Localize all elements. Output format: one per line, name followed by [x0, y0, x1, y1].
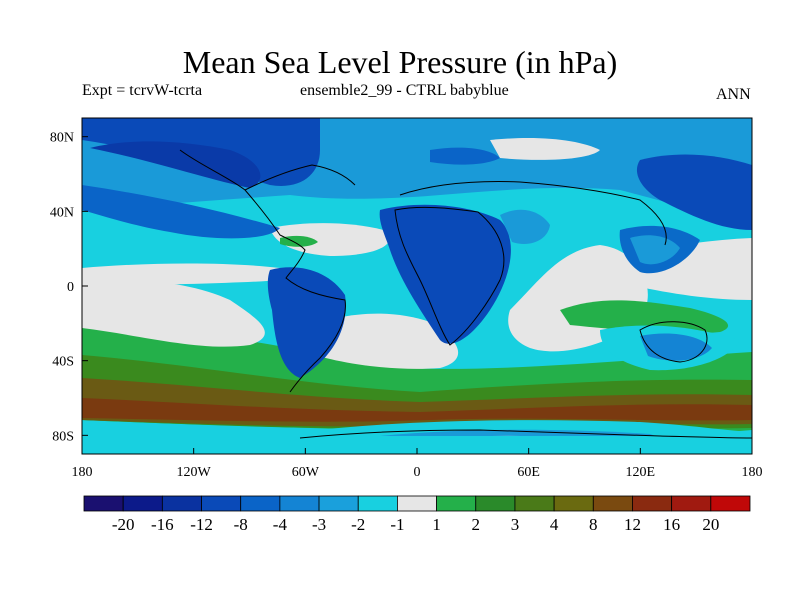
lon-tick-label: 180	[72, 465, 93, 480]
longitude-ticks: 180 120W 60W 0 60E 120E 180	[72, 448, 763, 480]
colorbar-swatch	[514, 495, 555, 512]
coast-africa	[394, 206, 505, 346]
colorbar-label: 20	[702, 515, 719, 534]
colorbar-swatch	[671, 495, 712, 512]
field-atlantic-grey	[270, 223, 391, 256]
coast-australia	[639, 321, 708, 363]
coast-antarctica	[299, 429, 752, 439]
colorbar-label: -1	[390, 515, 404, 534]
field-arabia-low	[500, 209, 550, 245]
colorbar-label: 8	[589, 515, 598, 534]
colorbar-swatch	[83, 495, 124, 512]
colorbar-swatch	[632, 495, 673, 512]
colorbar-label: 4	[550, 515, 559, 534]
colorbar-swatch	[122, 495, 163, 512]
field-atlantic-green	[280, 235, 318, 247]
colorbar-swatch	[553, 495, 594, 512]
field-indian-green	[560, 300, 729, 334]
coast-eurasia	[399, 181, 667, 246]
colorbar-swatch	[475, 495, 516, 512]
field-tropical-grey	[82, 263, 282, 288]
experiment-label: Expt = tcrvW-tcrta	[82, 82, 203, 99]
field-north-atlantic-blue	[430, 147, 500, 165]
field-north-pacific-mid	[82, 185, 280, 239]
colorbar: -20 -16 -12 -8 -4 -3 -2 -1 1 2 3 4 8 12 16 20	[83, 495, 751, 534]
lat-tick-label: 40S	[52, 355, 74, 370]
colorbar-label: -8	[234, 515, 248, 534]
field-kuroshio-dark	[636, 154, 752, 230]
colorbar-label: -16	[151, 515, 174, 534]
field-southern-brown	[82, 398, 752, 422]
colorbar-label: -2	[351, 515, 365, 534]
colorbar-swatch	[318, 495, 359, 512]
lon-tick-label: 60E	[517, 465, 540, 480]
coast-americas	[179, 149, 346, 393]
lon-tick-label: 0	[414, 465, 421, 480]
field-siberia-grey	[490, 138, 600, 160]
coast-north-america-east	[244, 164, 356, 191]
colorbar-label: -4	[273, 515, 288, 534]
colorbar-label: 2	[472, 515, 481, 534]
field-north-pacific-darker	[90, 141, 261, 188]
ensemble-label: ensemble2_99 - CTRL babyblue	[300, 82, 509, 99]
map-title: Mean Sea Level Pressure (in hPa)	[182, 44, 618, 80]
colorbar-swatch	[710, 495, 751, 512]
pressure-field	[82, 118, 752, 454]
field-polar-strip	[82, 436, 752, 454]
latitude-ticks: 80N 40N 0 40S 80S	[50, 131, 88, 444]
field-africa-low	[379, 204, 511, 344]
field-australia-blue	[640, 333, 712, 361]
colorbar-swatch	[201, 495, 242, 512]
lat-tick-label: 40N	[50, 205, 74, 220]
colorbar-swatch	[279, 495, 320, 512]
colorbar-label: 16	[663, 515, 680, 534]
coastlines	[179, 149, 752, 439]
colorbar-label: 12	[624, 515, 641, 534]
colorbar-swatch	[240, 495, 281, 512]
colorbar-label: -3	[312, 515, 326, 534]
colorbar-label: 1	[432, 515, 441, 534]
lat-tick-label: 0	[67, 280, 74, 295]
colorbar-swatch	[436, 495, 477, 512]
season-label: ANN	[716, 86, 751, 103]
colorbar-swatch	[161, 495, 202, 512]
lat-tick-label: 80S	[52, 429, 74, 444]
lat-tick-label: 80N	[50, 131, 74, 146]
colorbar-swatch	[357, 495, 398, 512]
field-maritime-lightblue	[630, 235, 680, 265]
lon-tick-label: 180	[742, 465, 763, 480]
lon-tick-label: 120E	[626, 465, 656, 480]
field-south-pacific-grey	[82, 280, 265, 347]
colorbar-label: -12	[190, 515, 213, 534]
lon-tick-label: 120W	[177, 465, 212, 480]
colorbar-swatch	[397, 495, 437, 512]
colorbar-swatch	[592, 495, 633, 512]
colorbar-label: 3	[511, 515, 520, 534]
lon-tick-label: 60W	[292, 465, 320, 480]
colorbar-label: -20	[112, 515, 135, 534]
